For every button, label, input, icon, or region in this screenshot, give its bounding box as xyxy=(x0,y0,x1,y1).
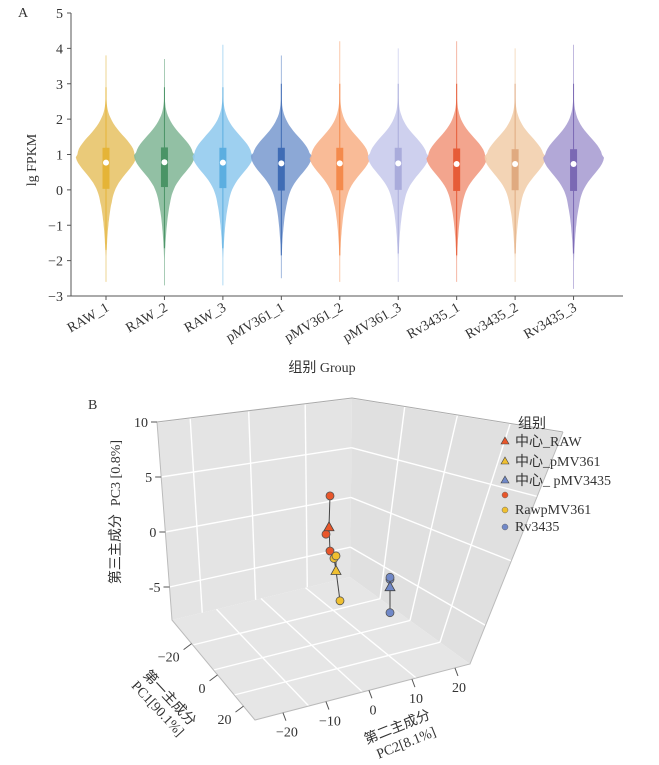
y-tick-label: 1 xyxy=(56,149,63,164)
violin-box xyxy=(277,147,285,191)
violin-box xyxy=(570,149,578,191)
y-tick xyxy=(325,701,330,710)
grid-line xyxy=(213,619,411,671)
violin-median xyxy=(570,161,577,168)
y-tick-label: −3 xyxy=(48,290,63,305)
legend-item-label: 中心_ pMV3435 xyxy=(515,473,611,489)
pca-point xyxy=(385,608,395,618)
z-tick-label: 5 xyxy=(145,471,152,486)
violin-box xyxy=(102,147,110,189)
violin-median xyxy=(395,160,402,167)
grid-line xyxy=(247,410,257,600)
y-tick-label: 2 xyxy=(56,113,63,128)
x-tick-label: −20 xyxy=(158,651,180,666)
pca-point xyxy=(335,596,345,606)
y-tick xyxy=(411,678,416,688)
y-tick-label: 20 xyxy=(452,681,466,696)
violin-box xyxy=(394,147,402,190)
x-tick xyxy=(183,643,192,651)
violin-median xyxy=(278,160,285,167)
pca-centroid xyxy=(384,580,396,592)
z-tick-label: 0 xyxy=(149,526,156,541)
y-tick-label: −20 xyxy=(276,726,298,741)
box-top-edge xyxy=(156,397,564,433)
z-tick-label: 10 xyxy=(134,416,148,431)
violin-median xyxy=(103,159,109,166)
left-wall xyxy=(157,398,352,620)
y-tick xyxy=(454,667,459,677)
z-axis-label: 第三主成分PC3 [0.8%] xyxy=(107,440,124,584)
x-tick-label: 20 xyxy=(217,713,231,728)
grid-line xyxy=(304,403,308,588)
legend: 组别 中心_RAW 中心_pMV361 中心_ pMV3435 RawpMV361 Rv… xyxy=(500,416,611,535)
y-axis-label: lg FPKM xyxy=(25,133,40,186)
centroid-connector xyxy=(335,570,341,601)
pca-point xyxy=(331,551,341,561)
pca-point xyxy=(385,572,395,582)
box-outer-edge xyxy=(156,421,564,721)
legend-circle-icon xyxy=(501,506,509,514)
y-tick xyxy=(282,712,287,721)
pca-centroid xyxy=(323,520,335,532)
legend-circle-icon xyxy=(501,491,509,499)
grid-line xyxy=(409,414,459,621)
violin-box xyxy=(160,147,168,188)
legend-triangle-icon xyxy=(500,475,510,484)
y-tick-label: 4 xyxy=(56,42,63,57)
pca-centroid xyxy=(330,564,342,575)
z-tick-label: -5 xyxy=(149,581,161,596)
violin-box xyxy=(219,147,227,189)
legend-triangle-icon xyxy=(500,436,510,445)
violin-median xyxy=(336,160,343,167)
violin-median xyxy=(453,161,460,168)
right-wall xyxy=(350,398,563,664)
pca-point xyxy=(325,546,335,556)
y-tick-label: 5 xyxy=(56,7,63,22)
legend-item-label: 中心_pMV361 xyxy=(515,454,601,470)
legend-triangle-icon xyxy=(500,456,510,465)
y-tick-label: 3 xyxy=(56,78,63,93)
x-axis-label: 组别 Group xyxy=(288,360,355,376)
violin-box xyxy=(453,148,461,191)
legend-circle-icon xyxy=(501,523,509,531)
y-tick-label: −2 xyxy=(48,255,63,270)
violin-median xyxy=(161,159,168,166)
panel-label-a: A xyxy=(18,6,29,21)
grid-line xyxy=(234,641,441,696)
floor xyxy=(172,577,470,720)
y-tick-label: 0 xyxy=(56,184,63,199)
pca-point xyxy=(325,491,335,501)
pca-point xyxy=(321,529,331,539)
y-tick-label: −1 xyxy=(48,219,63,234)
legend-item-label: RawpMV361 xyxy=(515,503,591,518)
violin-box xyxy=(511,149,519,191)
y-tick-label: 0 xyxy=(369,703,376,718)
grid-line xyxy=(305,587,417,679)
legend-title: 组别 xyxy=(518,416,546,432)
violin-box xyxy=(336,147,344,191)
grid-line xyxy=(189,417,203,613)
x-tick-label: 0 xyxy=(199,682,206,697)
y-tick-label: 10 xyxy=(409,692,423,707)
violin-median xyxy=(512,161,519,168)
violin-median xyxy=(219,159,226,166)
x-tick xyxy=(209,674,218,682)
legend-item-label: 中心_RAW xyxy=(515,434,582,450)
grid-line xyxy=(439,423,511,643)
y-tick xyxy=(368,690,373,699)
grid-line xyxy=(379,406,406,599)
panel-label-b: B xyxy=(88,398,97,413)
x-tick xyxy=(235,705,244,713)
y-tick-label: −10 xyxy=(319,715,341,730)
legend-item-label: Rv3435 xyxy=(515,520,559,535)
